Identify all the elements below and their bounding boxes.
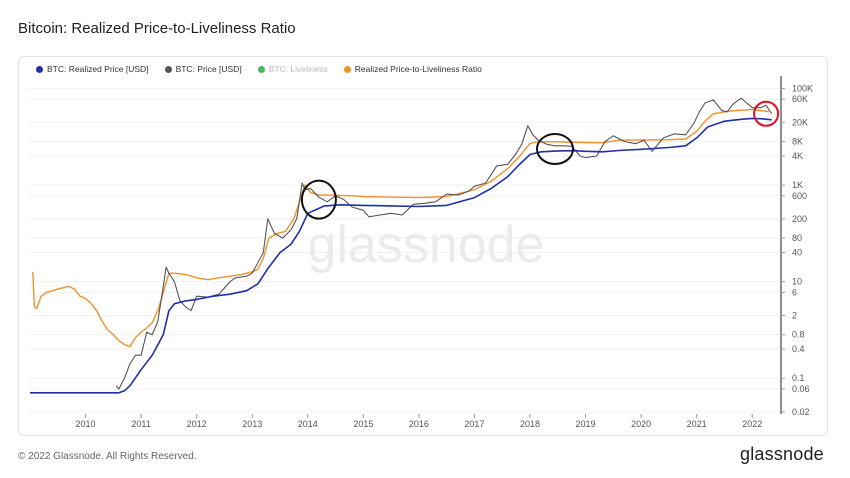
legend-item-price[interactable]: BTC: Price [USD] — [164, 64, 242, 74]
y-tick-label: 200 — [792, 214, 807, 224]
legend-dot-liveliness — [257, 65, 265, 73]
y-tick-label: 80 — [792, 233, 802, 243]
copyright: © 2022 Glassnode. All Rights Reserved. — [18, 451, 197, 462]
y-tick-label: 0.8 — [792, 330, 805, 340]
y-tick-label: 600 — [792, 191, 807, 201]
glassnode-logo[interactable]: glassnode — [740, 444, 824, 464]
legend-label-price: BTC: Price [USD] — [175, 64, 242, 74]
y-axis: 100K60K20K8K4K1K600200804010620.80.40.10… — [781, 84, 813, 417]
y-tick-label: 60K — [792, 94, 808, 104]
y-tick-label: 0.1 — [792, 373, 805, 383]
chart-legend: BTC: Realized Price [USD] BTC: Price [US… — [36, 64, 482, 74]
legend-label-realized-price: BTC: Realized Price [USD] — [47, 64, 149, 74]
chart-card — [18, 56, 828, 436]
black-annotation-ellipse — [300, 179, 337, 220]
watermark: glassnode — [307, 216, 544, 274]
y-tick-label: 10 — [792, 277, 802, 287]
red-annotation-circle — [753, 100, 780, 127]
y-tick-label: 40 — [792, 248, 802, 258]
x-tick-label: 2017 — [464, 419, 484, 429]
legend-dot-price — [164, 65, 172, 73]
legend-item-realized-price[interactable]: BTC: Realized Price [USD] — [36, 64, 149, 74]
y-tick-label: 1K — [792, 180, 803, 190]
x-tick-label: 2015 — [353, 419, 373, 429]
x-tick-label: 2013 — [242, 419, 262, 429]
x-tick-label: 2014 — [298, 419, 318, 429]
black-annotation-ellipse — [536, 132, 574, 165]
y-tick-label: 4K — [792, 151, 803, 161]
x-tick-label: 2016 — [409, 419, 429, 429]
y-tick-label: 2 — [792, 310, 797, 320]
y-tick-label: 0.4 — [792, 344, 805, 354]
legend-label-liveliness: BTC: Liveliness — [268, 64, 328, 74]
series-ratio-line — [32, 108, 770, 348]
y-tick-label: 0.02 — [792, 407, 810, 417]
series-layer — [30, 97, 773, 394]
x-tick-label: 2018 — [520, 419, 540, 429]
y-tick-label: 20K — [792, 117, 808, 127]
y-tick-label: 6 — [792, 287, 797, 297]
x-tick-label: 2011 — [131, 419, 150, 429]
series-price-line — [115, 97, 773, 390]
legend-dot-realized-price — [36, 65, 43, 73]
legend-item-liveliness[interactable]: BTC: Liveliness — [257, 64, 328, 74]
y-tick-label: 8K — [792, 136, 803, 146]
x-tick-label: 2020 — [631, 419, 651, 429]
annotation-layer — [300, 100, 780, 220]
x-tick-label: 2019 — [576, 419, 596, 429]
legend-dot-ratio — [343, 65, 351, 73]
x-tick-label: 2021 — [687, 419, 707, 429]
legend-item-ratio[interactable]: Realized Price-to-Liveliness Ratio — [343, 64, 482, 74]
y-tick-label: 100K — [792, 84, 813, 94]
x-axis: 2010 2011 2012 2013 2014 2015 2016 2017 2018 2019… — [76, 414, 762, 429]
legend-label-ratio: Realized Price-to-Liveliness Ratio — [354, 64, 482, 74]
x-tick-label: 2022 — [742, 419, 762, 429]
x-tick-label: 2010 — [76, 419, 96, 429]
y-tick-label: 0.06 — [792, 384, 810, 394]
series-realized-price-line — [30, 117, 772, 394]
page-title: Bitcoin: Realized Price-to-Liveliness Ra… — [18, 20, 296, 37]
x-tick-label: 2012 — [187, 419, 207, 429]
